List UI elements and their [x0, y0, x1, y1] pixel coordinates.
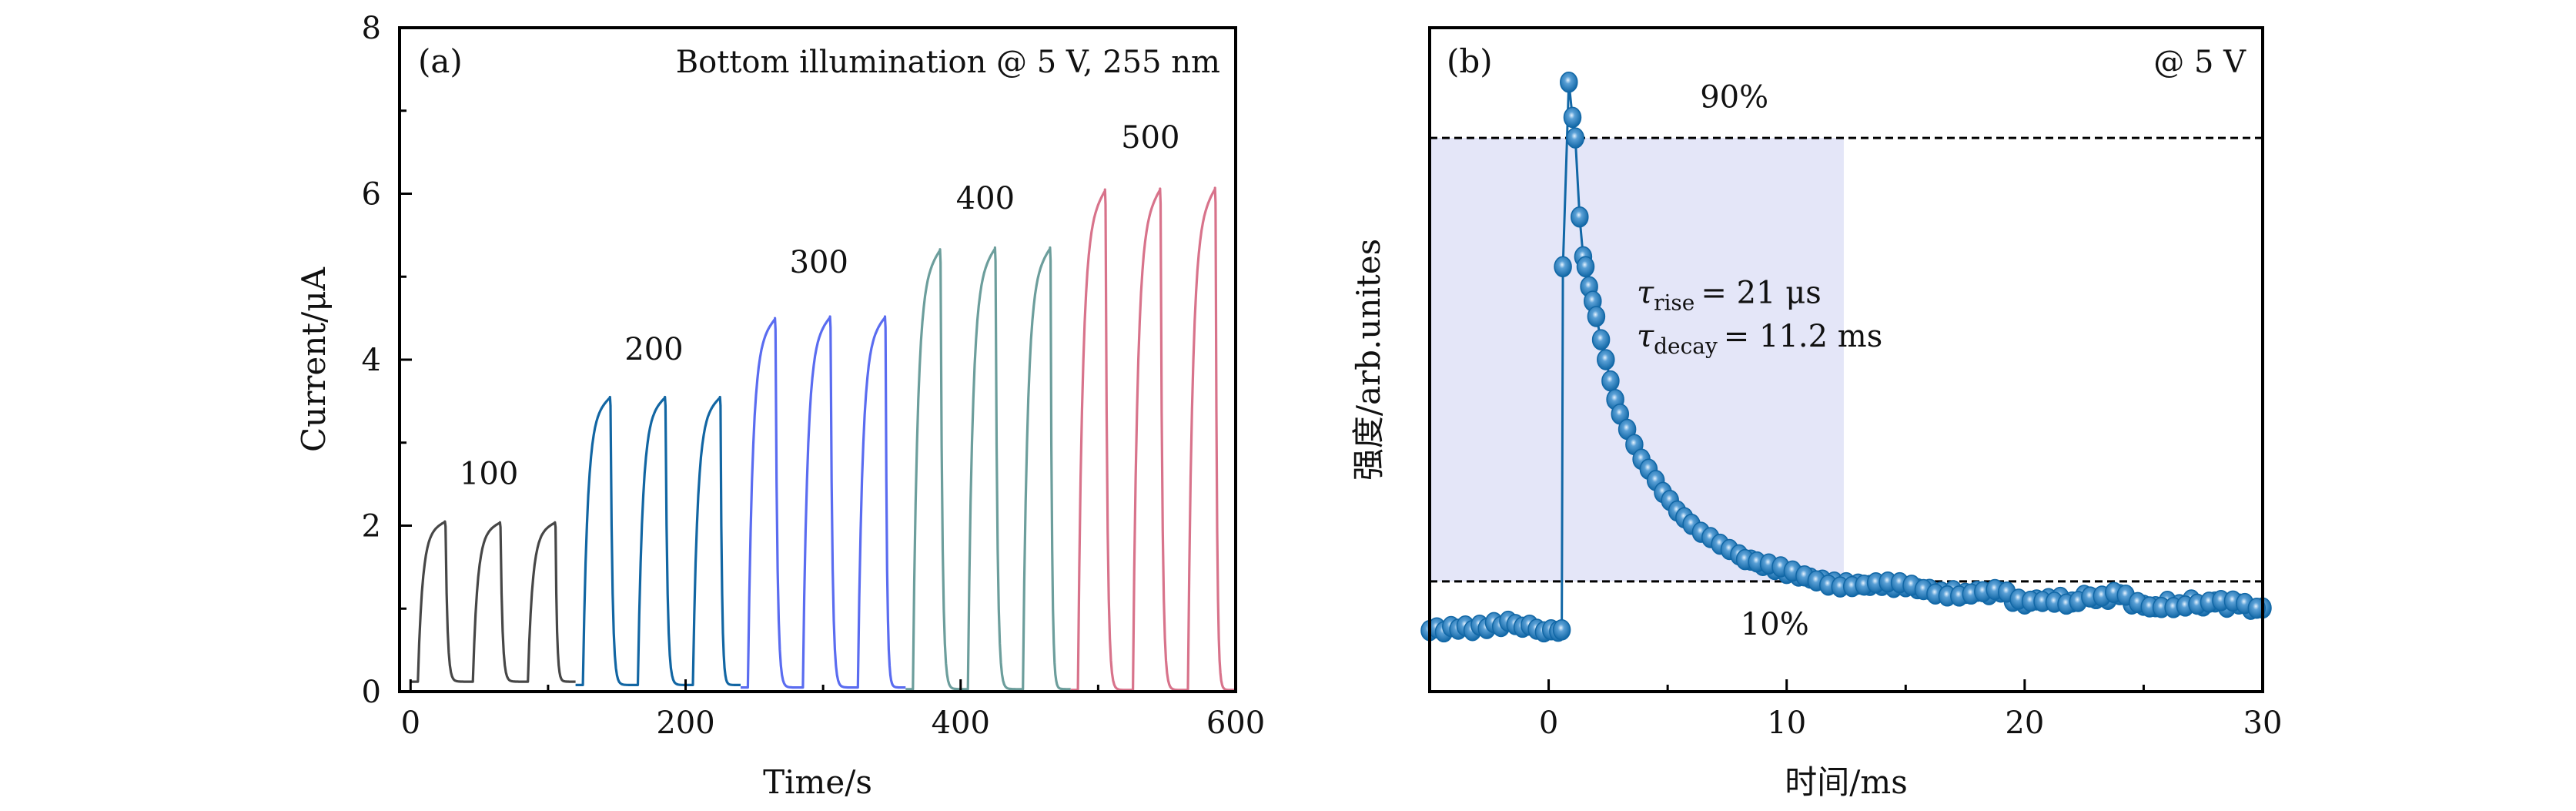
tau-rise-value: = 21 μs: [1701, 276, 1821, 311]
panel-b-plot-frame: [1428, 26, 2264, 693]
series-label-500: 500: [1121, 120, 1179, 156]
y-tick-label: 2: [362, 509, 381, 545]
signal-point: [2247, 597, 2267, 619]
x-tick-label: 200: [656, 705, 714, 741]
x-tick-label: 30: [2243, 705, 2283, 741]
series-label-400: 400: [956, 181, 1015, 216]
x-tick-label: 0: [1539, 705, 1558, 741]
signal-point: [1576, 256, 1595, 278]
panel-b-tau-decay-annotation: τdecay = 11.2 ms: [1637, 319, 1882, 359]
tau-rise-subscript: rise: [1654, 290, 1694, 316]
series-label-200: 200: [624, 332, 683, 367]
panel-a-current-vs-time: 100 200 300 400 500 0 200 400 600 0 2 4 6 8 (a) Bot…: [295, 11, 1265, 801]
x-tick-label: 400: [932, 705, 990, 741]
series-500-trace: [1070, 186, 1236, 692]
panel-b-10-percent-label: 10%: [1741, 607, 1809, 642]
panel-a-series-labels: 100 200 300 400 500: [460, 120, 1180, 491]
panel-a-x-axis-ticks: 0 200 400 600: [401, 679, 1265, 741]
panel-a-traces: [410, 186, 1236, 692]
x-tick-label: 0: [401, 705, 420, 741]
signal-point: [1566, 127, 1584, 149]
series-100-trace: [410, 520, 577, 683]
tau-decay-value: = 11.2 ms: [1724, 319, 1882, 354]
x-tick-label: 600: [1206, 705, 1265, 741]
series-label-300: 300: [790, 245, 848, 280]
panel-a-x-axis-label: Time/s: [763, 763, 872, 801]
y-tick-label: 0: [362, 675, 381, 710]
panel-b-intensity-vs-time: 0 10 20 30 (b) @ 5 V 90% 10% τrise = 21 μs τ…: [1350, 26, 2283, 801]
x-tick-label: 10: [1767, 705, 1806, 741]
x-tick-label: 20: [2005, 705, 2044, 741]
tau-decay-symbol: τ: [1637, 319, 1654, 354]
tau-rise-symbol: τ: [1637, 276, 1654, 311]
signal-point: [1597, 349, 1615, 370]
series-label-100: 100: [460, 457, 518, 492]
panel-b-90-percent-label: 90%: [1700, 79, 1768, 115]
series-300-trace: [741, 315, 906, 689]
panel-a-title: Bottom illumination @ 5 V, 255 nm: [676, 45, 1220, 80]
y-tick-label: 4: [362, 343, 381, 378]
signal-point: [1552, 619, 1571, 641]
panel-b-tag: (b): [1447, 42, 1493, 80]
signal-point: [1601, 370, 1620, 392]
panel-a-tag: (a): [418, 42, 463, 80]
panel-a-y-axis-label: Current/μA: [295, 266, 333, 452]
panel-b-x-axis-label: 时间/ms: [1785, 763, 1908, 801]
panel-b-y-axis-label: 强度/arb.unites: [1350, 239, 1387, 481]
panel-a-plot-frame: [398, 26, 1237, 693]
signal-point: [1587, 306, 1606, 327]
tau-decay-subscript: decay: [1654, 333, 1718, 359]
panel-b-title: @ 5 V: [2153, 45, 2246, 80]
signal-point: [1560, 71, 1578, 93]
series-400-trace: [905, 246, 1072, 691]
signal-point: [1563, 106, 1582, 129]
signal-point: [1591, 329, 1611, 350]
signal-point: [1554, 256, 1572, 278]
y-tick-label: 6: [362, 177, 381, 213]
y-tick-label: 8: [362, 11, 381, 46]
panel-b-signal-points: [1420, 71, 2272, 643]
panel-a-y-axis-ticks: 0 2 4 6 8: [362, 11, 412, 710]
signal-point: [1571, 206, 1589, 228]
panel-b-tau-rise-annotation: τrise = 21 μs: [1637, 276, 1822, 316]
panel-b-x-axis-ticks: 0 10 20 30: [1428, 679, 2283, 741]
panel-b-shaded-region: [1430, 138, 1844, 581]
series-200-trace: [575, 395, 741, 687]
